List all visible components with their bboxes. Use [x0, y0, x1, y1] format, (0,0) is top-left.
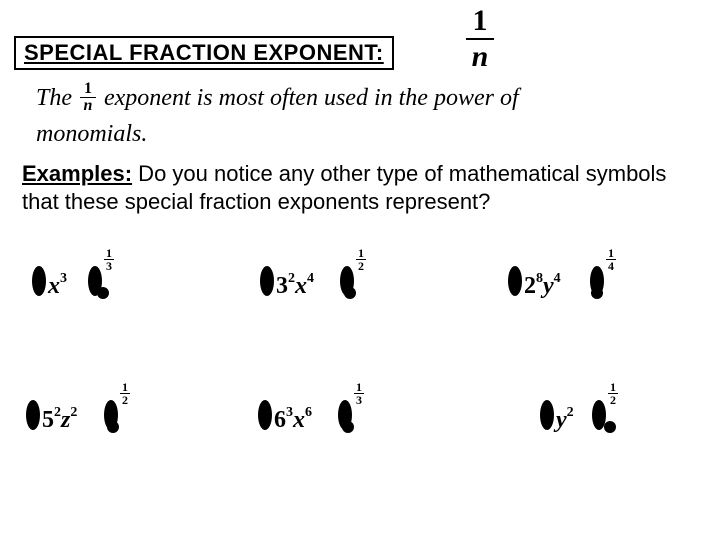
- outer-exponent: 12: [356, 248, 366, 271]
- outer-exponent: 14: [606, 248, 616, 271]
- base-expression: y2: [542, 400, 586, 435]
- equals-blob: [591, 287, 603, 299]
- heading-fraction-den: n: [466, 42, 494, 72]
- outer-exponent: 13: [354, 382, 364, 405]
- outer-exp-num: 1: [354, 382, 364, 392]
- intro-suffix1: exponent is most often used in the power…: [104, 85, 519, 111]
- examples-label: Examples:: [22, 161, 132, 186]
- outer-exp-num: 1: [120, 382, 130, 392]
- title-text: SPECIAL FRACTION EXPONENT:: [24, 40, 384, 65]
- equals-blob: [97, 287, 109, 299]
- outer-exp-den: 4: [606, 261, 616, 271]
- base-expression: 32x4: [262, 266, 326, 301]
- heading-fraction: 1 n: [466, 6, 494, 72]
- expression-5: 63x613: [260, 400, 354, 435]
- outer-exp-den: 2: [120, 395, 130, 405]
- title-box: SPECIAL FRACTION EXPONENT:: [14, 36, 394, 70]
- outer-exponent: 12: [608, 382, 618, 405]
- examples-paragraph: Examples: Do you notice any other type o…: [22, 160, 692, 216]
- outer-exponent: 13: [104, 248, 114, 271]
- equals-blob: [344, 287, 356, 299]
- paren-group: 52z212: [28, 400, 89, 435]
- equals-blob: [342, 421, 354, 433]
- base-expression: 28y4: [510, 266, 573, 301]
- paren-group: 63x613: [260, 400, 324, 435]
- outer-exp-den: 3: [104, 261, 114, 271]
- expression-6: y212: [542, 400, 616, 435]
- outer-exp-num: 1: [104, 248, 114, 258]
- intro-fraction: 1 n: [80, 82, 96, 114]
- base-expression: 63x6: [260, 400, 324, 435]
- outer-exponent: 12: [120, 382, 130, 405]
- outer-exp-num: 1: [356, 248, 366, 258]
- intro-line2: monomials.: [36, 121, 147, 147]
- outer-exp-den: 2: [608, 395, 618, 405]
- intro-fraction-den: n: [80, 99, 96, 113]
- equals-blob: [107, 421, 119, 433]
- paren-group: x313: [34, 266, 79, 301]
- intro-prefix: The: [36, 85, 78, 111]
- expression-3: 28y414: [510, 266, 603, 301]
- paren-group: 32x412: [262, 266, 326, 301]
- outer-exp-num: 1: [606, 248, 616, 258]
- expression-1: x313: [34, 266, 109, 301]
- paren-group: y212: [542, 400, 586, 435]
- outer-exp-num: 1: [608, 382, 618, 392]
- intro-fraction-num: 1: [80, 82, 96, 96]
- expression-4: 52z212: [28, 400, 119, 435]
- outer-exp-den: 2: [356, 261, 366, 271]
- base-expression: 52z2: [28, 400, 89, 435]
- outer-exp-den: 3: [354, 395, 364, 405]
- base-expression: x3: [34, 266, 79, 301]
- equals-blob: [604, 421, 616, 433]
- intro-text: The 1 n exponent is most often used in t…: [36, 80, 696, 152]
- heading-fraction-num: 1: [466, 6, 494, 36]
- paren-group: 28y414: [510, 266, 573, 301]
- expression-2: 32x412: [262, 266, 356, 301]
